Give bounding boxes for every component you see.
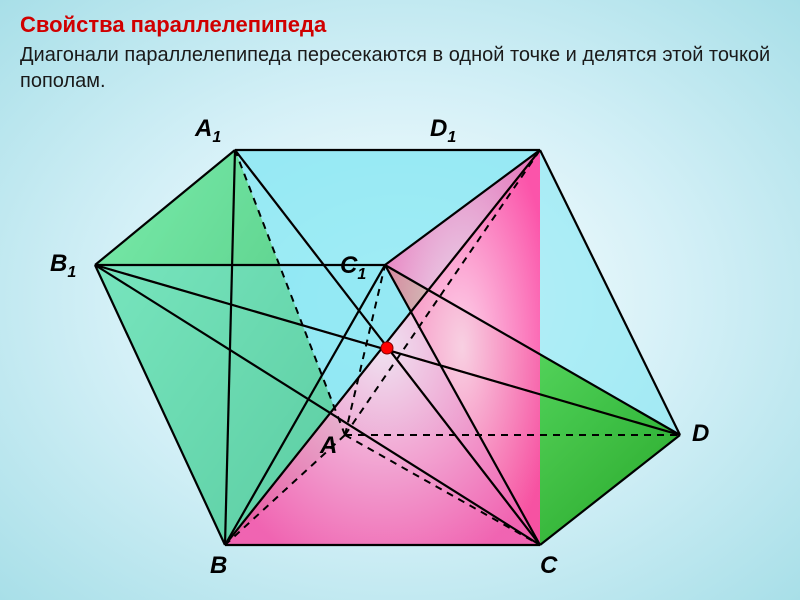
vertex-label-C: C [540, 552, 557, 580]
parallelepiped-diagram [0, 0, 800, 600]
vertex-label-D: D [692, 420, 709, 448]
vertex-label-A: A [320, 432, 337, 460]
vertex-label-A1: A1 [195, 115, 221, 147]
vertex-label-B: B [210, 552, 227, 580]
vertex-label-C1: C1 [340, 252, 366, 284]
vertex-label-D1: D1 [430, 115, 456, 147]
vertex-label-B1: B1 [50, 250, 76, 282]
